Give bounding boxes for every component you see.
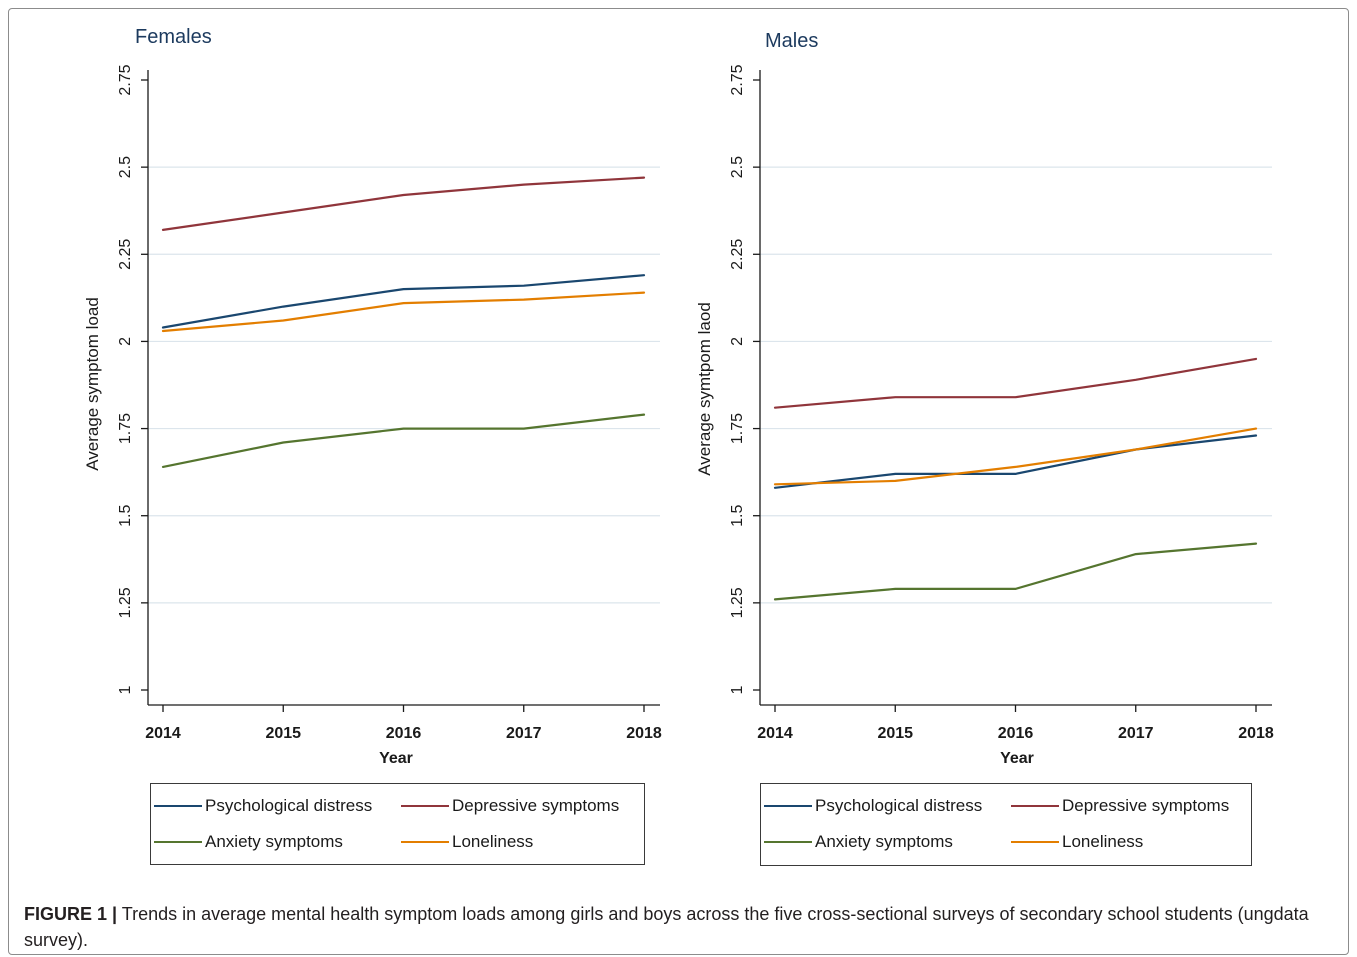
y-tick-label: 1.5 <box>117 504 134 526</box>
series-line-loneliness <box>773 427 1258 486</box>
legend-swatch <box>1011 805 1059 807</box>
legend-item-loneliness: Loneliness <box>1011 830 1251 854</box>
figure-caption: FIGURE 1 | Trends in average mental heal… <box>24 901 1324 953</box>
legend-swatch <box>764 841 812 843</box>
legend-label: Loneliness <box>452 832 534 851</box>
legend-swatch <box>401 805 449 807</box>
legend-label: Psychological distress <box>815 796 983 815</box>
y-tick-label: 2.25 <box>117 239 134 270</box>
x-tick-label: 2017 <box>506 725 542 742</box>
x-tick-label: 2016 <box>386 725 422 742</box>
x-tick-label: 2014 <box>145 725 181 742</box>
series-line-psychological-distress <box>773 434 1258 489</box>
y-tick-label: 2.5 <box>729 156 746 178</box>
legend-label: Depressive symptoms <box>452 796 620 815</box>
charts-canvas: 1 1.25 1.5 1.75 2 2.25 2.5 2.75 2014 2015 2016 2017… <box>83 26 1274 767</box>
series-line-depressive-symptoms <box>773 357 1258 409</box>
caption-label: FIGURE 1 | <box>24 904 118 924</box>
chart-panel-males: 1 1.25 1.5 1.75 2 2.25 2.5 2.75 2014 2015 2016 2017… <box>695 30 1274 767</box>
x-tick-label: 2018 <box>626 725 662 742</box>
legend-females: Psychological distress Depressive symptom… <box>150 783 645 865</box>
legend-label: Depressive symptoms <box>1062 796 1230 815</box>
y-tick-label: 2.75 <box>729 64 746 95</box>
x-tick-label: 2016 <box>998 725 1034 742</box>
legend-item-depressive-symptoms: Depressive symptoms <box>1011 794 1251 818</box>
y-tick-label: 1 <box>117 685 134 694</box>
y-tick-label: 2.5 <box>117 156 134 178</box>
legend-item-depressive-symptoms: Depressive symptoms <box>401 794 641 818</box>
series-line-anxiety-symptoms <box>773 542 1258 601</box>
legend-item-loneliness: Loneliness <box>401 830 641 854</box>
figure-frame <box>8 8 1349 955</box>
legend-label: Anxiety symptoms <box>205 832 343 851</box>
x-tick-label: 2015 <box>265 725 301 742</box>
legend-label: Anxiety symptoms <box>815 832 953 851</box>
x-axis-title: Year <box>1000 750 1034 767</box>
y-axis-title: Average symtpom laod <box>695 302 714 476</box>
y-tick-label: 1 <box>729 685 746 694</box>
y-tick-label: 2.25 <box>729 239 746 270</box>
legend-item-anxiety-symptoms: Anxiety symptoms <box>154 830 394 854</box>
y-tick-label: 1.75 <box>117 413 134 444</box>
y-axis-title: Average symptom load <box>83 297 102 471</box>
legend-item-anxiety-symptoms: Anxiety symptoms <box>764 830 1004 854</box>
x-axis-title: Year <box>379 750 413 767</box>
series-line-depressive-symptoms <box>161 176 646 231</box>
y-tick-label: 1.75 <box>729 413 746 444</box>
series-line-loneliness <box>161 291 646 333</box>
x-tick-label: 2015 <box>877 725 913 742</box>
y-tick-label: 2 <box>729 337 746 346</box>
y-tick-label: 2 <box>117 337 134 346</box>
legend-swatch <box>764 805 812 807</box>
x-tick-label: 2018 <box>1238 725 1274 742</box>
x-tick-label: 2014 <box>757 725 793 742</box>
legend-swatch <box>401 841 449 843</box>
legend-males: Psychological distress Depressive symptom… <box>760 783 1252 866</box>
legend-label: Loneliness <box>1062 832 1144 851</box>
x-tick-label: 2017 <box>1118 725 1154 742</box>
y-tick-label: 1.25 <box>729 587 746 618</box>
chart-title: Males <box>765 30 818 52</box>
legend-swatch <box>154 805 202 807</box>
legend-label: Psychological distress <box>205 796 373 815</box>
y-tick-label: 1.5 <box>729 504 746 526</box>
y-tick-label: 1.25 <box>117 587 134 618</box>
series-line-anxiety-symptoms <box>161 413 646 468</box>
y-tick-label: 2.75 <box>117 64 134 95</box>
chart-title: Females <box>135 26 212 48</box>
legend-item-psychological-distress: Psychological distress <box>154 794 394 818</box>
legend-swatch <box>1011 841 1059 843</box>
legend-swatch <box>154 841 202 843</box>
series-line-psychological-distress <box>161 274 646 329</box>
legend-item-psychological-distress: Psychological distress <box>764 794 1004 818</box>
caption-text: Trends in average mental health symptom … <box>24 904 1309 950</box>
chart-panel-females: 1 1.25 1.5 1.75 2 2.25 2.5 2.75 2014 2015 2016 2017… <box>83 26 662 767</box>
